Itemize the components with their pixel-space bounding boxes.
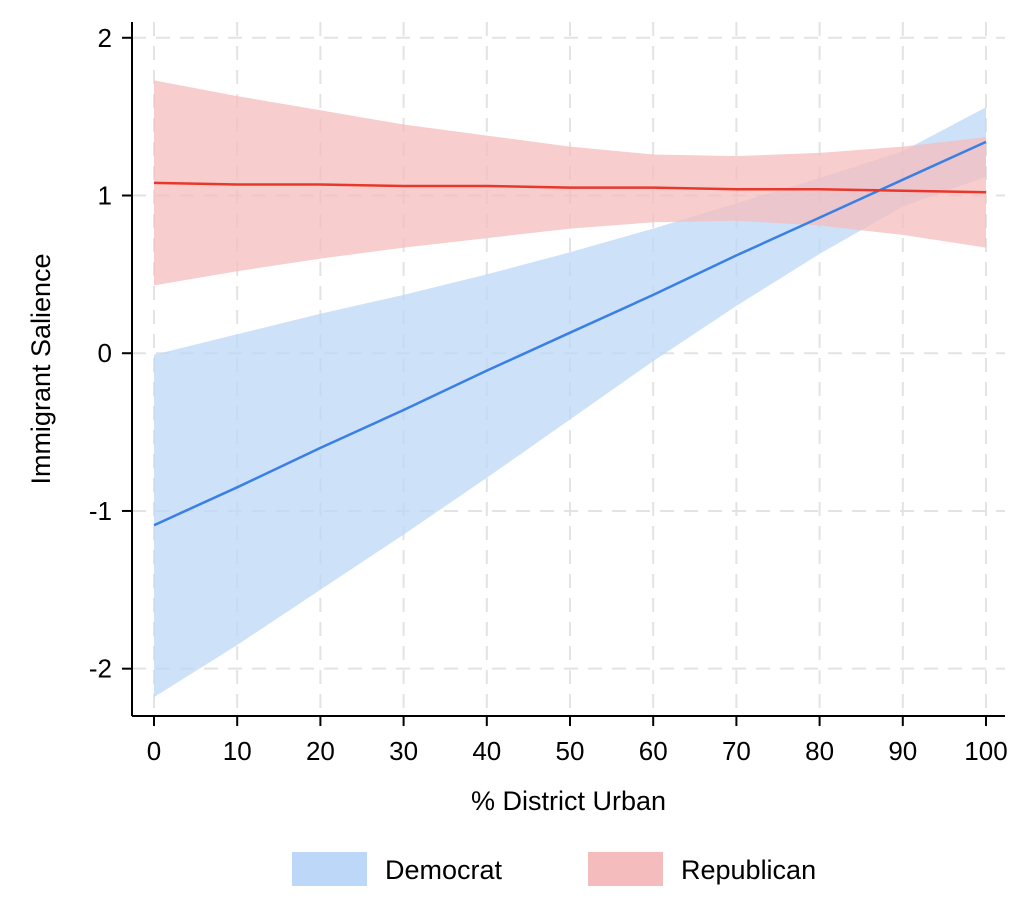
legend-label-republican: Republican xyxy=(681,855,816,885)
x-tick-label-50: 50 xyxy=(556,736,585,766)
x-tick-label-90: 90 xyxy=(888,736,917,766)
confidence-bands xyxy=(154,80,986,698)
series-line-democrat xyxy=(153,140,987,527)
series-line-republican xyxy=(153,181,987,194)
legend-swatch-republican xyxy=(588,852,663,886)
x-tick-label-10: 10 xyxy=(223,736,252,766)
x-tick-label-70: 70 xyxy=(722,736,751,766)
x-tick-label-80: 80 xyxy=(805,736,834,766)
y-axis-title: Immigrant Salience xyxy=(26,253,56,484)
y-tick-label--1: -1 xyxy=(89,496,112,526)
y-tick-label-0: 0 xyxy=(98,338,112,368)
legend-swatch-democrat xyxy=(292,852,367,886)
tick-labels: 0 10 20 30 40 50 60 70 80 90 100 -2 -1 0 1 2 xyxy=(89,23,1008,766)
x-tick-label-0: 0 xyxy=(147,736,161,766)
ci-band-democrat xyxy=(154,107,986,698)
x-tick-label-100: 100 xyxy=(964,736,1007,766)
y-tick-label-2: 2 xyxy=(98,23,112,53)
x-tick-label-40: 40 xyxy=(472,736,501,766)
y-tick-label--2: -2 xyxy=(89,654,112,684)
axes xyxy=(122,22,1005,726)
ci-band-republican xyxy=(154,80,986,286)
x-tick-label-60: 60 xyxy=(639,736,668,766)
x-axis-title: % District Urban xyxy=(471,786,666,816)
y-tick-label-1: 1 xyxy=(98,181,112,211)
x-tick-label-30: 30 xyxy=(389,736,418,766)
legend: Democrat Republican xyxy=(292,852,816,886)
legend-label-democrat: Democrat xyxy=(385,855,503,885)
series-lines xyxy=(153,140,987,527)
x-tick-label-20: 20 xyxy=(306,736,335,766)
